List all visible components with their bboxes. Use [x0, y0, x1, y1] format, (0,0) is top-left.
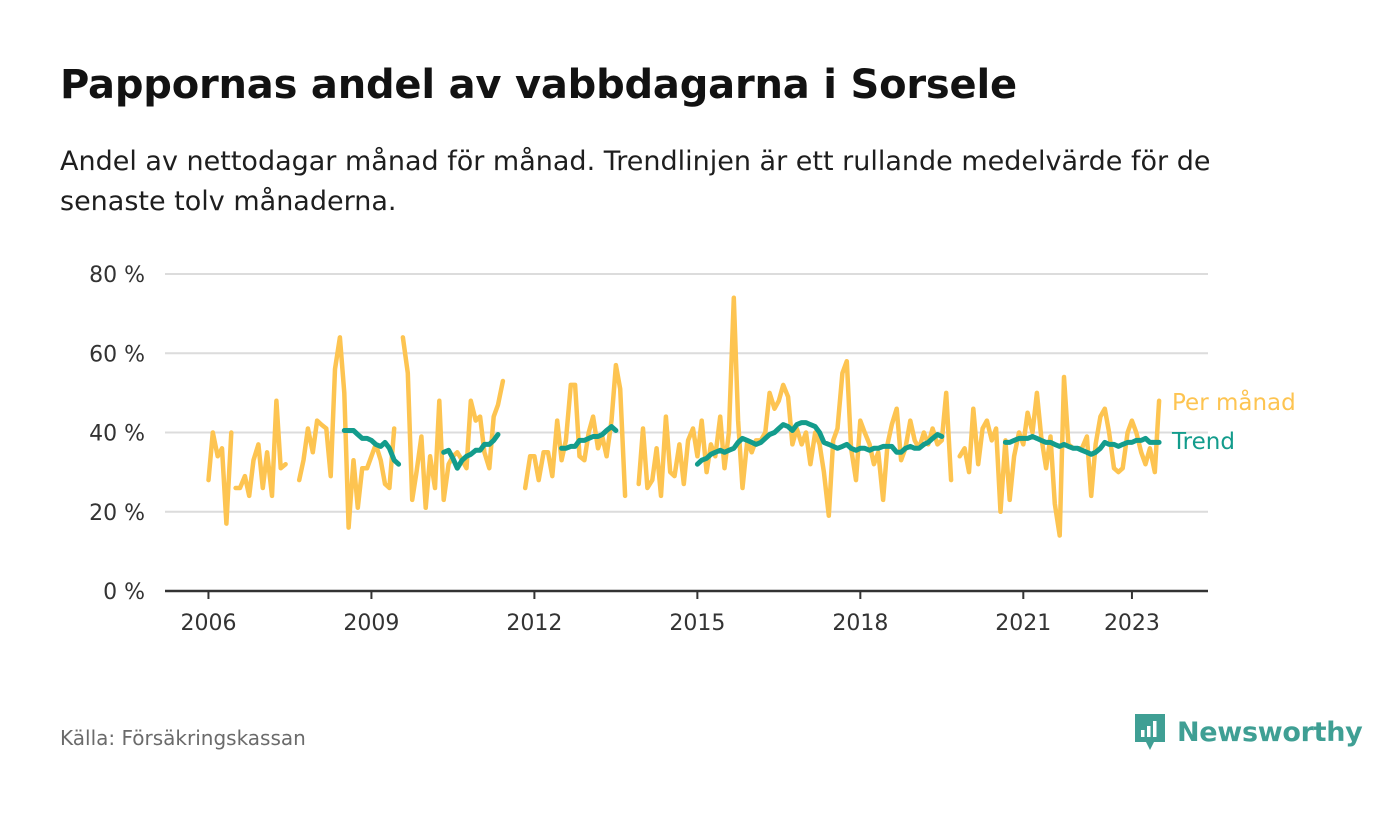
trend-line-segment	[559, 424, 619, 451]
per-month-line-segment	[233, 398, 288, 499]
newsworthy-logo-text: Newsworthy	[1177, 716, 1363, 748]
per-month-line-segment	[296, 335, 397, 530]
y-tick-label: 60 %	[89, 342, 145, 367]
trend-line-segment	[341, 428, 402, 467]
newsworthy-logo[interactable]: Newsworthy	[1133, 712, 1363, 752]
source-note: Källa: Försäkringskassan	[60, 726, 306, 750]
per-month-series-label: Per månad	[1172, 388, 1296, 416]
chart-subtitle: Andel av nettodagar månad för månad. Tre…	[60, 146, 1211, 217]
trend-series-label: Trend	[1171, 429, 1235, 455]
x-axis: 2006 2009 2012 2015 2018 2021 2023	[165, 589, 1208, 636]
x-tick-label: 2023	[1104, 611, 1160, 636]
per-month-line-segment	[206, 430, 234, 526]
series-labels: Per månad Trend	[1171, 388, 1296, 455]
line-chart: 0 % 20 % 40 % 60 % 80 % 2006 2009 2012 2015 2018…	[89, 263, 1296, 636]
per-month-line-segment	[522, 362, 628, 499]
x-tick-label: 2021	[995, 611, 1051, 636]
per-month-line-segment	[636, 295, 954, 518]
x-tick-label: 2015	[669, 611, 725, 636]
x-tick-label: 2009	[343, 611, 399, 636]
trend-line-segment	[1002, 434, 1162, 457]
series-lines	[206, 295, 1162, 538]
per-month-line-segment	[400, 335, 506, 511]
y-tick-label: 80 %	[89, 263, 145, 288]
y-tick-label: 20 %	[89, 501, 145, 526]
trend-line-segment	[441, 432, 501, 471]
trend-line-segment	[694, 420, 945, 467]
x-tick-label: 2018	[832, 611, 888, 636]
y-tick-label: 0 %	[103, 580, 145, 605]
x-tick-label: 2006	[180, 611, 236, 636]
chart-title: Pappornas andel av vabbdagarna i Sorsele	[60, 62, 1017, 108]
y-tick-label: 40 %	[89, 422, 145, 447]
x-tick-label: 2012	[506, 611, 562, 636]
newsworthy-logo-icon	[1135, 714, 1165, 750]
